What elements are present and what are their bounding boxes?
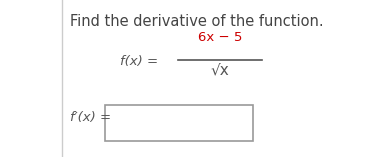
Text: √x: √x	[211, 62, 229, 77]
Text: f(x) =: f(x) =	[120, 56, 158, 68]
Text: f′(x) =: f′(x) =	[70, 111, 111, 125]
Bar	[105, 105, 253, 141]
Text: Find the derivative of the function.: Find the derivative of the function.	[70, 14, 324, 29]
Text: 6x − 5: 6x − 5	[198, 31, 242, 44]
